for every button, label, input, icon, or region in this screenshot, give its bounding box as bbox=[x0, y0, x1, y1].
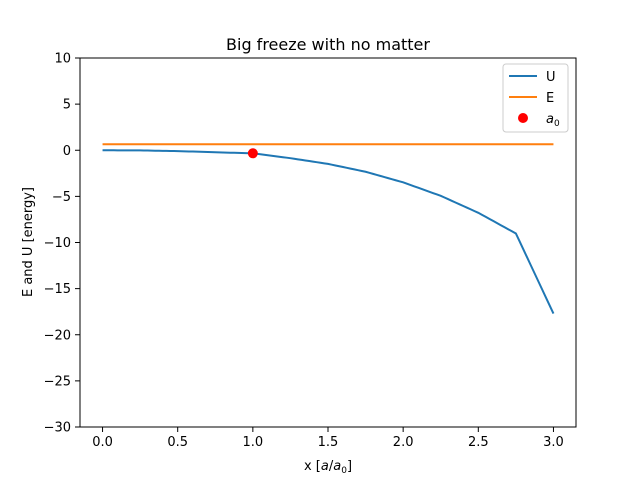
x-tick-label: 1.5 bbox=[318, 435, 339, 450]
y-tick-label: −10 bbox=[44, 236, 71, 251]
legend-swatch-a0 bbox=[518, 113, 528, 123]
x-tick-label: 3.0 bbox=[543, 435, 564, 450]
x-tick-label: 1.0 bbox=[243, 435, 264, 450]
data-point-a0 bbox=[247, 148, 258, 159]
y-tick-label: −25 bbox=[44, 374, 71, 389]
y-tick-label: −5 bbox=[52, 190, 71, 205]
legend-label-a0: a0 bbox=[546, 112, 560, 129]
chart-title: Big freeze with no matter bbox=[226, 35, 430, 54]
y-tick-label: −30 bbox=[44, 421, 71, 436]
series-line-u bbox=[102, 149, 555, 314]
y-axis-label: E and U [energy] bbox=[21, 187, 36, 297]
x-tick-label: 2.5 bbox=[468, 435, 489, 450]
y-tick-label: 10 bbox=[54, 52, 71, 67]
legend: U E a0 bbox=[502, 63, 569, 133]
x-axis-label: x [a/a0] bbox=[304, 459, 352, 476]
y-tick-label: 0 bbox=[63, 144, 71, 159]
y-tick-label: −20 bbox=[44, 328, 71, 343]
y-tick-label: −15 bbox=[44, 282, 71, 297]
legend-label-e: E bbox=[546, 91, 554, 106]
legend-label-u: U bbox=[546, 70, 556, 85]
x-tick-label: 0.0 bbox=[92, 435, 113, 450]
x-tick-label: 0.5 bbox=[167, 435, 188, 450]
y-tick-label: 5 bbox=[63, 98, 71, 113]
x-tick-label: 2.0 bbox=[393, 435, 414, 450]
axis-ticks: 0.0 0.5 1.0 1.5 2.0 2.5 3.0 −30 −25 −20 −15 −10 −5 0 5… bbox=[44, 52, 564, 451]
